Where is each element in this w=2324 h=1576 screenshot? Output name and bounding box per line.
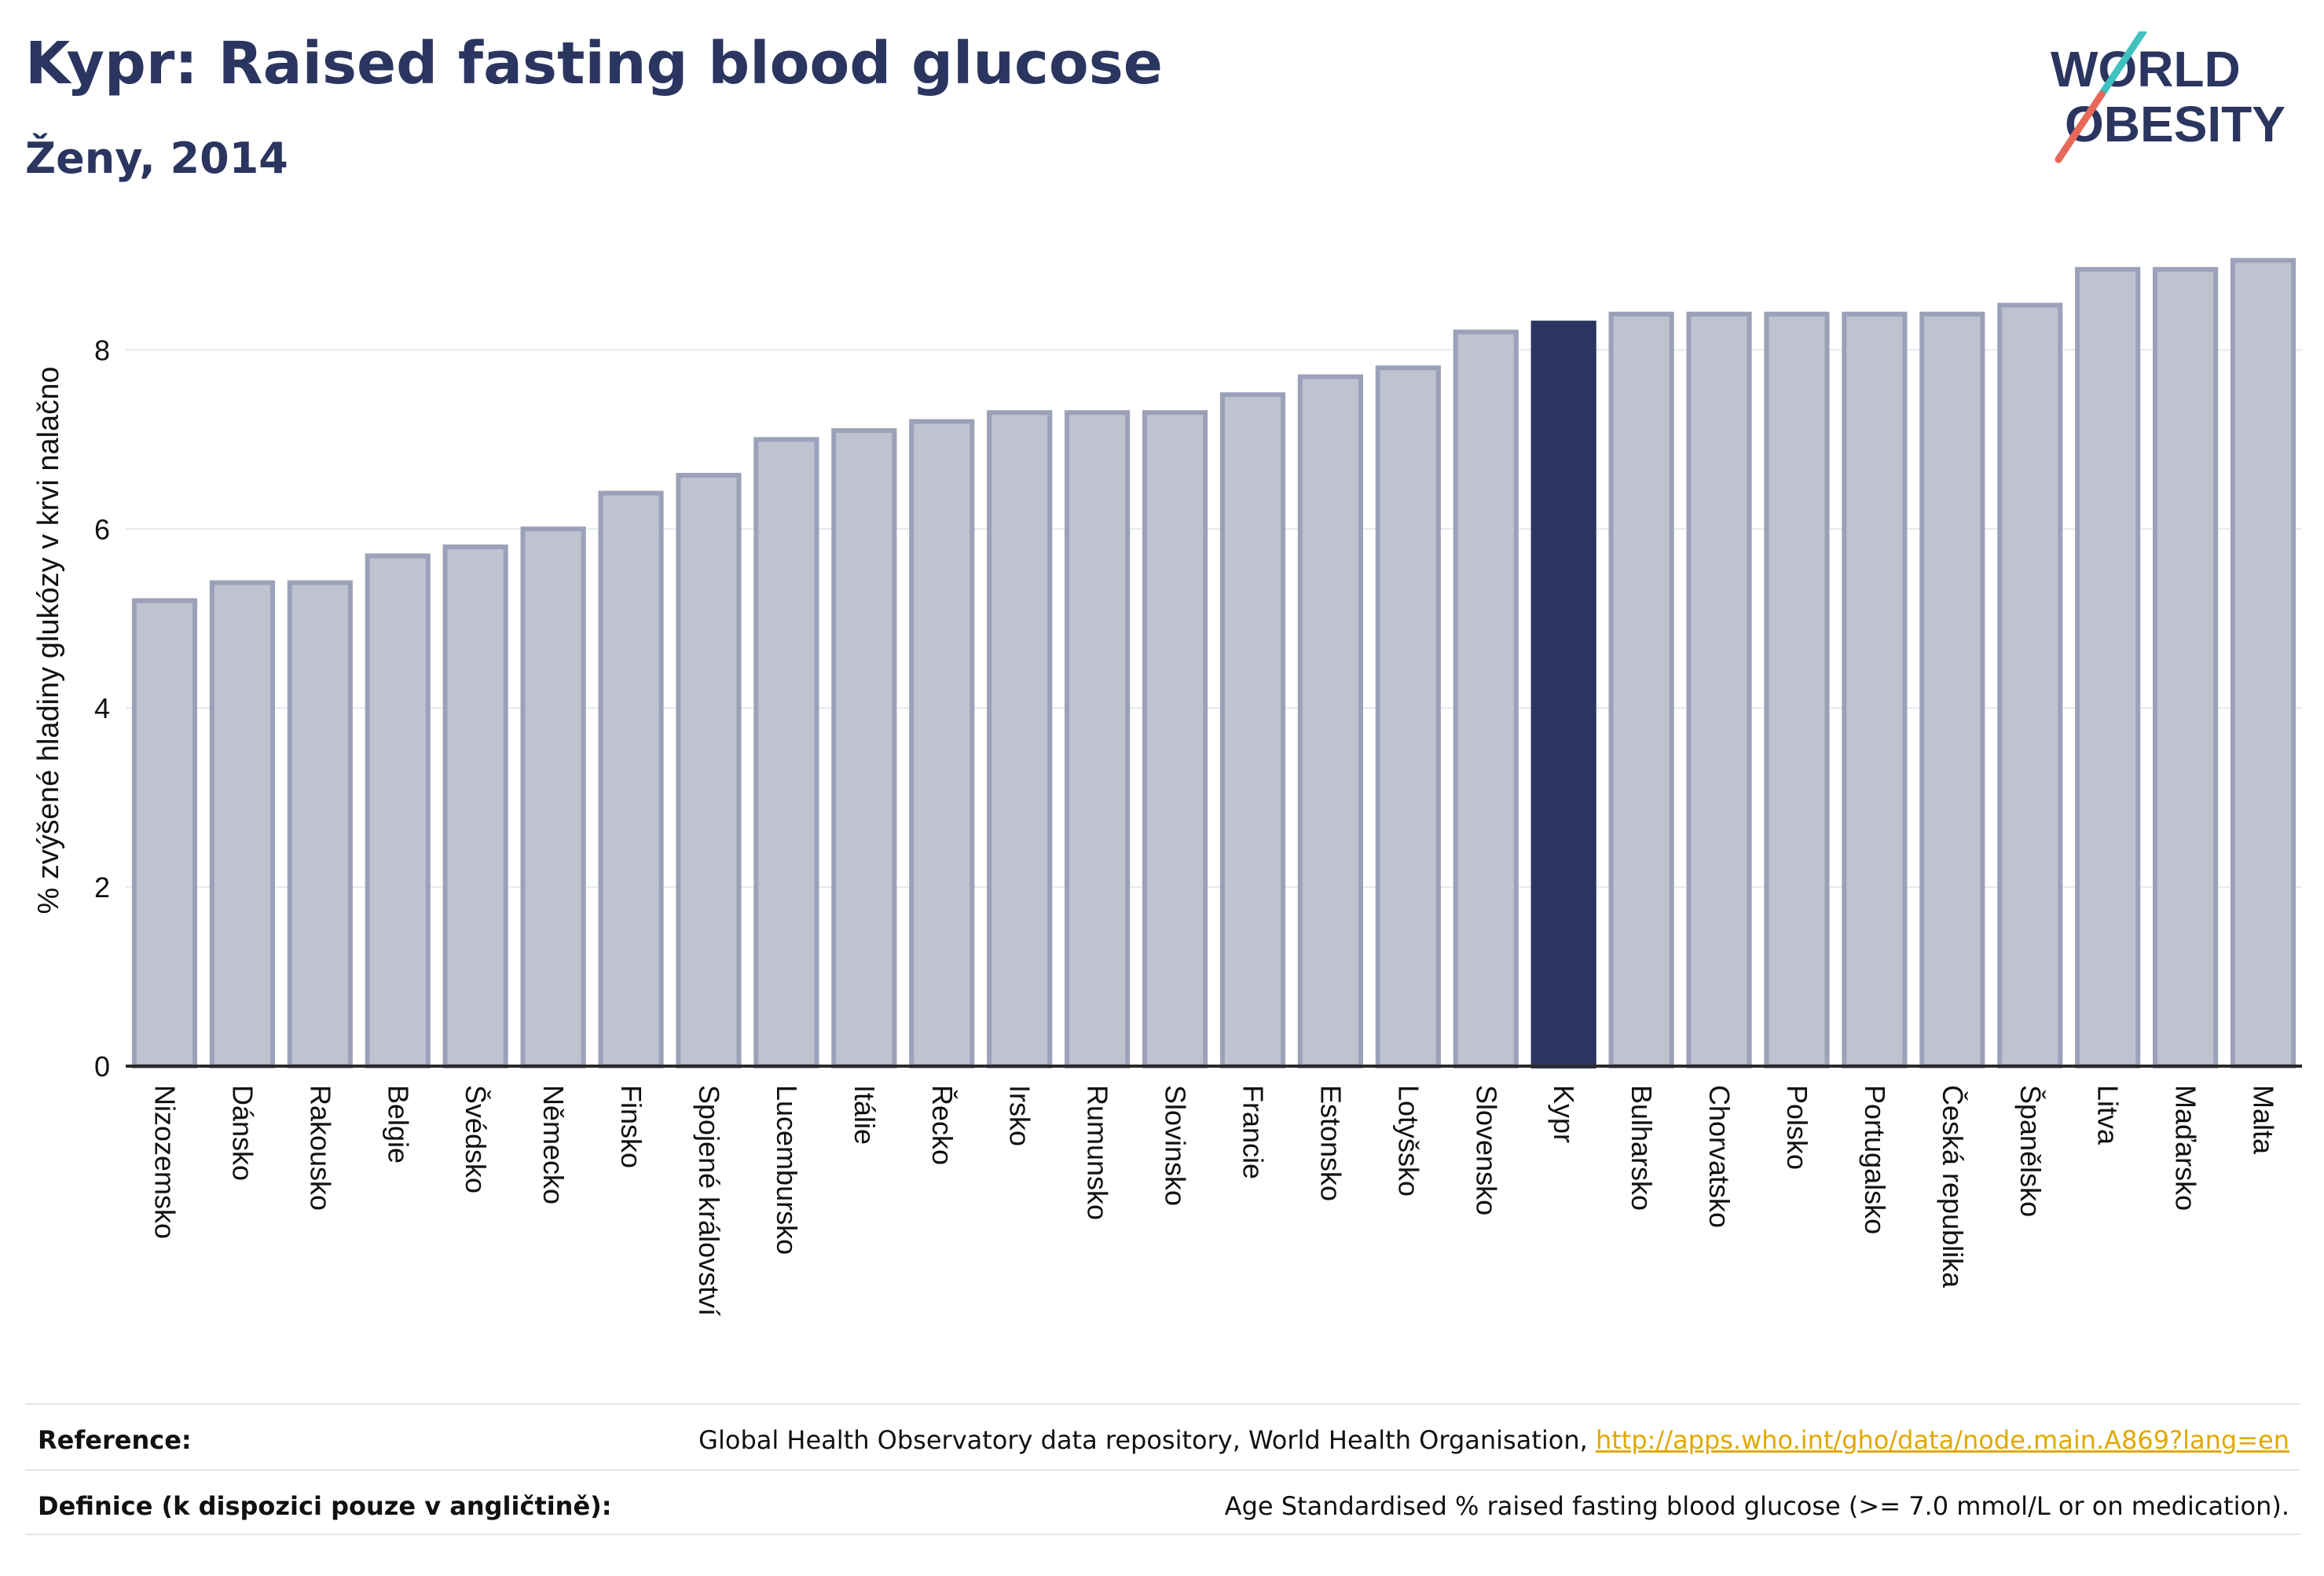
x-tick-label: Rumunsko [1082, 1085, 1114, 1220]
bar-Irsko[interactable] [987, 410, 1053, 1068]
y-tick-label: 4 [94, 692, 110, 724]
reference-source: Global Health Observatory data repositor… [698, 1425, 1588, 1455]
bar-Polsko[interactable] [1764, 311, 1830, 1068]
x-tick-label: Maďarsko [2170, 1085, 2202, 1211]
x-tick-label: Malta [2248, 1085, 2280, 1155]
x-tick-label: Slovensko [1470, 1085, 1502, 1215]
logo-line1: WORLD [2051, 41, 2241, 97]
x-tick-label: Bulharsko [1626, 1085, 1658, 1211]
x-tick-label: Belgie [382, 1085, 414, 1164]
bar-Rakousko[interactable] [287, 580, 353, 1068]
x-tick-label: Lotyšsko [1392, 1085, 1424, 1197]
bar-Slovinsko[interactable] [1142, 410, 1208, 1068]
axes: 0 2 4 6 8 Nizozemsko Dánsko Rakousko Belgie Švéds… [94, 334, 2302, 1316]
x-tick-label: Finsko [615, 1085, 647, 1168]
bar-Kypr[interactable] [1530, 321, 1596, 1068]
x-tick-label: Litva [2092, 1085, 2124, 1145]
x-tick-label: Chorvatsko [1703, 1085, 1736, 1228]
bar-Slovensko[interactable] [1453, 329, 1519, 1068]
x-tick-label: Španělsko [2014, 1085, 2047, 1217]
chart-subtitle: Ženy, 2014 [25, 134, 288, 183]
footer-divider-bottom [25, 1534, 2300, 1535]
footer-divider-middle [25, 1469, 2300, 1471]
reference-link[interactable]: http://apps.who.int/gho/data/node.main.A… [1595, 1425, 2289, 1455]
x-tick-label: Česká republika [1937, 1085, 1969, 1288]
bar-chart: 0 2 4 6 8 Nizozemsko Dánsko Rakousko Belgie Švéds… [32, 258, 2302, 1316]
bar-Spojené království[interactable] [676, 472, 742, 1068]
x-tick-label: Dánsko [226, 1085, 258, 1181]
x-tick-label: Nizozemsko [148, 1085, 181, 1239]
bar-Portugalsko[interactable] [1842, 311, 1908, 1068]
x-tick-label: Lucembursko [771, 1085, 803, 1255]
bar-Chorvatsko[interactable] [1686, 311, 1752, 1068]
bar-Litva[interactable] [2075, 266, 2141, 1068]
bar-Francie[interactable] [1219, 392, 1286, 1069]
x-tick-label: Německo [537, 1085, 570, 1204]
bar-Rumunsko[interactable] [1065, 410, 1131, 1068]
x-tick-label: Spojené království [693, 1085, 725, 1316]
bar-Finsko[interactable] [598, 490, 664, 1068]
bar-Itálie[interactable] [831, 427, 897, 1068]
bar-Bulharsko[interactable] [1608, 311, 1674, 1068]
definition-text: Age Standardised % raised fasting blood … [1224, 1491, 2289, 1521]
y-tick-label: 8 [94, 334, 110, 366]
x-tick-label: Irsko [1004, 1085, 1036, 1146]
bar-Německo[interactable] [520, 526, 586, 1068]
bar-Maďarsko[interactable] [2153, 266, 2219, 1068]
x-tick-label: Itálie [849, 1085, 881, 1145]
x-tick-label: Estonsko [1314, 1085, 1347, 1201]
x-tick-label: Kypr [1548, 1085, 1580, 1143]
bars [131, 258, 2297, 1069]
bar-Belgie[interactable] [365, 553, 431, 1068]
x-tick-label: Rakousko [304, 1085, 336, 1211]
bar-Švédsko[interactable] [442, 544, 508, 1068]
chart-title: Kypr: Raised fasting blood glucose [25, 30, 1163, 97]
x-tick-label: Slovinsko [1160, 1085, 1192, 1206]
reference-text: Global Health Observatory data repositor… [698, 1425, 2289, 1455]
bar-Česká republika[interactable] [1919, 311, 1985, 1068]
bar-Španělsko[interactable] [1997, 302, 2063, 1069]
definition-label: Definice (k dispozici pouze v angličtině… [38, 1491, 612, 1521]
bar-Nizozemsko[interactable] [131, 598, 198, 1068]
y-axis-label: % zvýšené hladiny glukózy v krvi nalačno [32, 366, 65, 914]
x-tick-label: Francie [1237, 1085, 1269, 1179]
x-tick-label: Řecko [926, 1085, 959, 1165]
logo-line2: OBESITY [2065, 96, 2286, 152]
x-tick-label: Portugalsko [1859, 1085, 1891, 1234]
y-tick-label: 2 [94, 871, 110, 903]
bar-Dánsko[interactable] [209, 580, 275, 1068]
bar-Estonsko[interactable] [1297, 374, 1363, 1068]
bar-Lucembursko[interactable] [753, 437, 819, 1068]
footer-divider-top [25, 1403, 2300, 1405]
x-tick-label: Polsko [1781, 1085, 1813, 1170]
bar-Malta[interactable] [2230, 258, 2297, 1068]
reference-label: Reference: [38, 1425, 192, 1455]
bar-Lotyšsko[interactable] [1375, 365, 1441, 1068]
y-tick-label: 0 [94, 1050, 110, 1083]
y-tick-label: 6 [94, 513, 110, 545]
world-obesity-logo: WORLD OBESITY [2051, 31, 2286, 163]
bar-Řecko[interactable] [909, 419, 975, 1068]
x-tick-label: Švédsko [460, 1085, 492, 1193]
